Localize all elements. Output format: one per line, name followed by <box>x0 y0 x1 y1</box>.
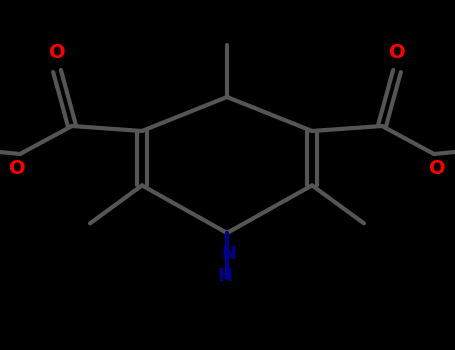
Text: O: O <box>429 159 445 177</box>
Text: O: O <box>49 43 66 63</box>
Text: H: H <box>217 267 233 285</box>
Text: N: N <box>222 245 237 263</box>
Text: O: O <box>9 159 25 177</box>
Text: O: O <box>389 43 405 63</box>
